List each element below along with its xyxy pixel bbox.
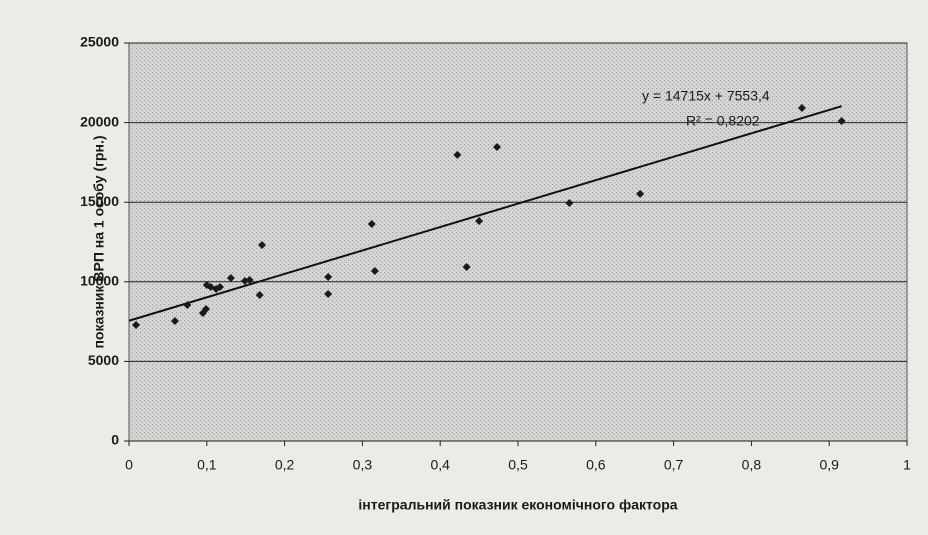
x-tick-label: 1 — [903, 457, 911, 473]
point — [324, 273, 333, 282]
point — [132, 320, 141, 329]
point — [565, 198, 574, 207]
point — [367, 220, 376, 229]
point — [837, 117, 846, 126]
x-tick-label: 0 — [125, 457, 133, 473]
x-tick-label: 0,5 — [508, 457, 528, 473]
y-tick-label: 25000 — [80, 34, 119, 50]
y-axis-label: показник ВРП на 1 особу (грн.) — [91, 136, 107, 349]
plot-area — [128, 42, 908, 442]
point — [797, 103, 806, 112]
point — [475, 216, 484, 225]
x-tick-label: 0,8 — [742, 457, 762, 473]
point — [183, 301, 192, 310]
point — [202, 305, 211, 314]
trendline-r2: R² = 0,8202 — [686, 113, 760, 129]
x-tick-label: 0,6 — [586, 457, 606, 473]
trendline-equation: y = 14715x + 7553,4 — [642, 88, 770, 104]
point — [226, 273, 235, 282]
y-tick-label: 10000 — [80, 273, 119, 289]
x-tick-label: 0,1 — [197, 457, 217, 473]
trendline — [128, 105, 842, 322]
point — [462, 262, 471, 271]
x-tick-label: 0,9 — [819, 457, 839, 473]
y-tick-label: 0 — [111, 432, 119, 448]
y-tick-label: 15000 — [80, 193, 119, 209]
y-tick-label: 5000 — [88, 352, 119, 368]
point — [453, 150, 462, 159]
x-tick-label: 0,7 — [664, 457, 684, 473]
point — [324, 290, 333, 299]
x-axis-label: інтегральний показник економічного факто… — [358, 497, 677, 513]
point — [636, 189, 645, 198]
point — [370, 266, 379, 275]
point — [492, 142, 501, 151]
point — [216, 283, 225, 292]
point — [255, 291, 264, 300]
x-tick-label: 0,4 — [430, 457, 450, 473]
y-tick-label: 20000 — [80, 113, 119, 129]
point — [245, 276, 254, 285]
x-tick-label: 0,2 — [275, 457, 295, 473]
point — [170, 316, 179, 325]
x-tick-label: 0,3 — [353, 457, 373, 473]
point — [258, 241, 267, 250]
